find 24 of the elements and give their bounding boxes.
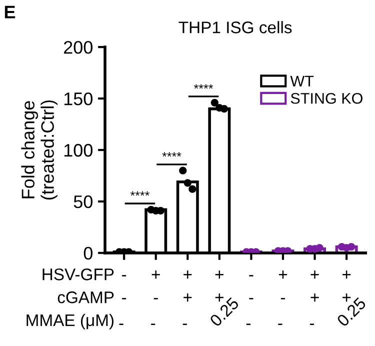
chart-title: THP1 ISG cells — [178, 21, 292, 34]
annotation: **** — [162, 152, 182, 157]
category-label: + - - — [278, 270, 288, 325]
text: cGAMP — [58, 291, 114, 304]
category-label: + - - — [151, 270, 160, 325]
category-label: - - - — [119, 275, 126, 325]
annotation: **** — [130, 191, 150, 196]
y-axis-title: Fold change (treated:Ctrl) — [21, 100, 58, 200]
x-tick-label: + + 0.25 — [209, 270, 240, 328]
category-label: + + - — [310, 270, 319, 325]
x-tick-label: + + 0.25 — [336, 270, 367, 328]
annotation: **** — [194, 84, 214, 89]
y-tick-label: 150 — [64, 92, 92, 106]
y-tick-label: 50 — [74, 195, 92, 208]
legend-label: WT — [290, 76, 314, 86]
category-label: - - - — [246, 275, 254, 325]
y-tick-label: 200 — [64, 40, 92, 54]
text: HSV-GFP — [42, 268, 114, 280]
text: MMAE (μM) — [26, 314, 114, 330]
text: E — [4, 6, 16, 18]
y-tick-label: 100 — [64, 144, 92, 157]
legend-label: STING KO — [290, 92, 362, 104]
category-label: + + - — [182, 270, 192, 325]
y-tick-label: 0 — [84, 246, 92, 260]
